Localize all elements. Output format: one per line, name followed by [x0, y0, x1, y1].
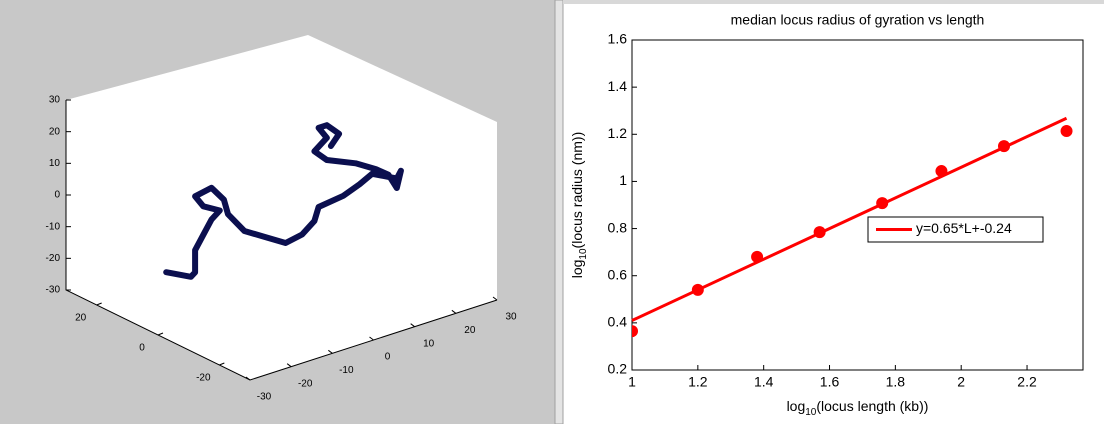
- x-tick: [245, 376, 251, 381]
- legend-label: y=0.65*L+-0.24: [916, 220, 1012, 236]
- curve-3d: [163, 122, 404, 280]
- z-tick-label: 30: [49, 95, 61, 106]
- divider: [554, 0, 564, 424]
- x-axis-label-part: (locus length (kb)): [816, 398, 928, 414]
- x-tick-label: -10: [339, 365, 354, 376]
- x-tick-label: 1.8: [886, 374, 906, 390]
- y-tick-label: 1.4: [608, 78, 628, 94]
- x-tick: [492, 296, 498, 301]
- x-tick: [369, 336, 374, 341]
- top-border: [563, 0, 1104, 4]
- y-axis-label: log10(locus radius (nm)): [569, 132, 589, 279]
- y-axis-label-subscript: 10: [578, 248, 589, 260]
- y-tick-label: 0.4: [608, 314, 628, 330]
- x-tick: [286, 363, 292, 368]
- x-tick-label: 1: [628, 374, 636, 390]
- x-tick-label: 1.2: [688, 374, 708, 390]
- y-tick-label: 0.8: [608, 219, 628, 235]
- x-tick-label: 10: [423, 338, 435, 349]
- y-tick-label: 0.2: [608, 361, 628, 377]
- y-tick-label: 1.6: [608, 31, 628, 47]
- z-tick-label: 20: [49, 126, 61, 137]
- x-tick-label: 20: [464, 325, 476, 336]
- data-point: [632, 325, 638, 338]
- x-tick-label: 1.4: [754, 374, 774, 390]
- y-tick-label: 1.2: [608, 125, 628, 141]
- y-axis-label-part: (locus radius (nm)): [569, 132, 585, 249]
- x-tick: [328, 349, 333, 354]
- chart-3d: -30 -20 -10 0 10 20 30 -20 0 20 -30 -20 -10 0 10 20 30: [46, 95, 517, 403]
- y-tick-label: 1: [619, 172, 627, 188]
- axes-3d-background: [66, 35, 497, 380]
- fit-line: [631, 116, 1068, 322]
- z-tick-label: -20: [46, 253, 61, 264]
- z-tick-label: 0: [54, 190, 60, 201]
- z-tick-label: 10: [49, 158, 61, 169]
- x-tick: [451, 309, 457, 314]
- x-axis-label-subscript: 10: [805, 407, 817, 418]
- chart-2d: median locus radius of gyration vs lengt…: [569, 12, 1073, 418]
- y-tick-label: 0.6: [608, 266, 628, 282]
- y-tick: [157, 332, 164, 336]
- y-axis-label-part: log: [569, 260, 585, 279]
- y-tick: [96, 302, 102, 306]
- x-axis-label: log10(locus length (kb)): [787, 398, 929, 418]
- x-tick-label: -20: [298, 378, 313, 389]
- x-tick-label: 1.6: [820, 374, 840, 390]
- x-tick-label: 2: [957, 374, 965, 390]
- x-tick-label: 30: [505, 312, 517, 323]
- chart-title: median locus radius of gyration vs lengt…: [731, 12, 985, 28]
- x-tick-label: 2.2: [1017, 374, 1037, 390]
- x-axis-label-part: log: [787, 398, 806, 414]
- z-tick-label: -30: [46, 285, 61, 296]
- y-tick-label: 20: [75, 313, 87, 324]
- x-tick-label: -30: [257, 392, 272, 403]
- y-tick-label: -20: [196, 373, 211, 384]
- x-tick-label: 0: [385, 352, 391, 363]
- data-point: [1060, 124, 1073, 137]
- y-tick-label: 0: [139, 343, 145, 354]
- z-tick-label: -10: [46, 221, 61, 232]
- plot-area: [631, 39, 1084, 371]
- x-tick: [410, 323, 415, 328]
- y-tick: [219, 362, 225, 366]
